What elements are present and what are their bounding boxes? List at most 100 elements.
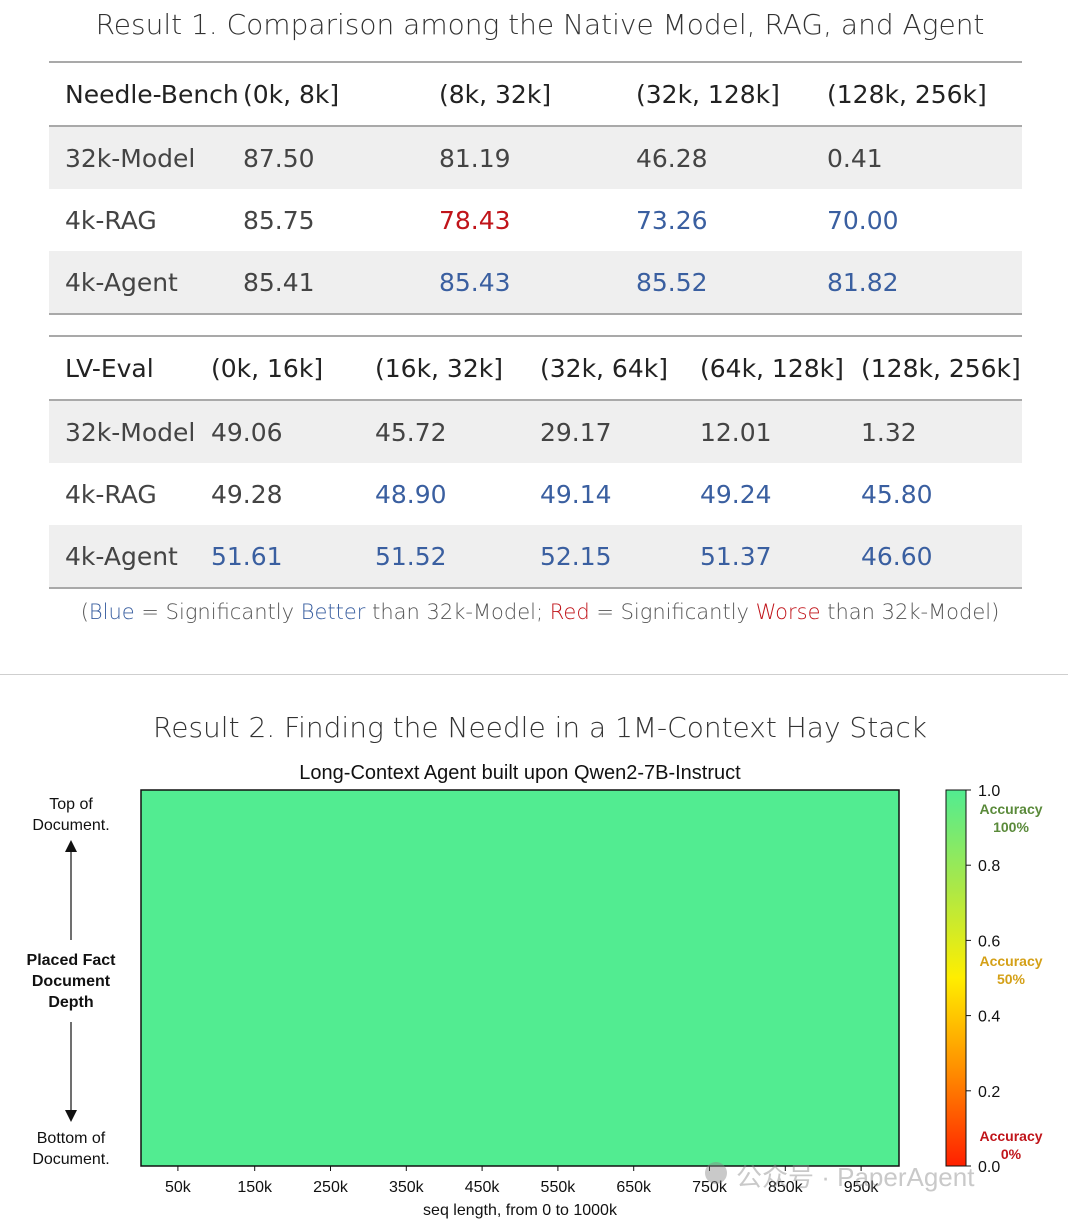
x-tick-label: 650k [616, 1179, 652, 1196]
depth-label-3: Depth [48, 994, 93, 1011]
watermark: 公众号 · PaperAgent [705, 1162, 975, 1192]
note-worse-word: Worse [755, 600, 821, 624]
table-cell: 51.37 [700, 525, 861, 589]
x-tick-label: 250k [313, 1179, 349, 1196]
column-header: (128k, 256k] [827, 61, 1022, 127]
colorbar-tick-label: 1.0 [978, 783, 1000, 800]
table-cell: 0.41 [827, 126, 1022, 189]
table-cell: 78.43 [439, 205, 511, 235]
column-header: (16k, 32k] [375, 335, 540, 401]
column-header: LV-Eval [49, 335, 211, 401]
bottom-of-document-label-2: Document. [32, 1151, 109, 1168]
table-cell: 51.61 [211, 525, 375, 589]
top-of-document-label-1: Top of [49, 796, 93, 813]
table-header-row: Needle-Bench (0k, 8k] (8k, 32k] (32k, 128k]… [49, 61, 1022, 127]
column-header: (128k, 256k] [861, 335, 1022, 401]
column-header: (64k, 128k] [700, 335, 861, 401]
colorbar-tick-label: 0.8 [978, 858, 1000, 875]
accuracy-50-label-1: Accuracy [979, 953, 1042, 969]
column-header: Needle-Bench [49, 61, 243, 127]
note-better-word: Better [300, 600, 366, 624]
note-red-word: Red [549, 600, 590, 624]
table-cell: 51.52 [375, 525, 540, 589]
x-tick-label: 450k [465, 1179, 501, 1196]
x-tick-label: 50k [165, 1179, 192, 1196]
watermark-text: 公众号 · PaperAgent [736, 1162, 975, 1192]
wechat-icon [705, 1162, 727, 1184]
colorbar-tick-label: 0.2 [978, 1084, 1000, 1101]
table-cell: 12.01 [700, 400, 861, 463]
table-cell: 1.32 [861, 400, 1022, 463]
x-tick-label: 150k [237, 1179, 273, 1196]
table-row: 32k-Model 87.50 81.19 46.28 0.41 [49, 126, 1022, 189]
table-cell: 48.90 [375, 479, 447, 509]
accuracy-0-label-2: 0% [1001, 1146, 1022, 1162]
result2-title: Result 2. Finding the Needle in a 1M-Con… [153, 711, 927, 744]
table-cell: 85.41 [243, 251, 439, 315]
table-cell: 52.15 [540, 525, 700, 589]
table-cell: 49.06 [211, 400, 375, 463]
row-label: 32k-Model [49, 400, 211, 463]
accuracy-0-label-1: Accuracy [979, 1128, 1042, 1144]
x-axis-label: seq length, from 0 to 1000k [423, 1202, 618, 1219]
colorbar-tick-label: 0.0 [978, 1159, 1000, 1176]
bottom-of-document-label-1: Bottom of [37, 1130, 106, 1147]
x-tick-label: 950k [844, 1179, 880, 1196]
table-cell: 70.00 [827, 205, 899, 235]
table-cell: 49.28 [211, 479, 283, 509]
colorbar-tick-label: 0.4 [978, 1009, 1000, 1026]
row-label: 32k-Model [49, 126, 243, 189]
row-label: 4k-Agent [49, 525, 211, 589]
heatmap-cells [140, 789, 900, 1167]
accuracy-100-label-2: 100% [993, 819, 1029, 835]
section-divider [0, 674, 1068, 675]
table-row: 4k-RAG 85.75 78.43 73.26 70.00 [49, 189, 1022, 251]
table-row: 4k-RAG 49.28 48.90 49.14 49.24 45.80 [49, 463, 1022, 525]
x-tick-label: 750k [692, 1179, 728, 1196]
table-cell: 81.82 [827, 251, 1022, 315]
table-cell: 85.52 [636, 251, 827, 315]
colorbar [945, 789, 967, 1167]
column-header: (0k, 8k] [243, 61, 439, 127]
depth-label-1: Placed Fact [27, 952, 117, 969]
table-row: 32k-Model 49.06 45.72 29.17 12.01 1.32 [49, 400, 1022, 463]
result1-title: Result 1. Comparison among the Native Mo… [95, 8, 985, 41]
table-cell: 46.28 [636, 126, 827, 189]
x-tick-label: 850k [768, 1179, 804, 1196]
depth-label-2: Document [32, 973, 111, 990]
table-cell: 29.17 [540, 400, 700, 463]
note-blue-word: Blue [88, 600, 135, 624]
table-cell: 87.50 [243, 126, 439, 189]
table-cell: 46.60 [861, 525, 1022, 589]
row-label: 4k-RAG [65, 479, 157, 509]
table-cell: 49.24 [700, 479, 772, 509]
row-label: 4k-RAG [65, 205, 157, 235]
table-cell: 85.75 [243, 205, 315, 235]
table-cell: 85.43 [439, 251, 636, 315]
table-cell: 45.80 [861, 479, 933, 509]
table-cell: 73.26 [636, 205, 708, 235]
colorbar-tick-label: 0.6 [978, 933, 1000, 950]
colorbar-ticks: 1.0 0.8 0.6 0.4 0.2 0.0 [966, 783, 1000, 1176]
column-header: (8k, 32k] [439, 61, 636, 127]
column-header: (32k, 64k] [540, 335, 700, 401]
x-axis-ticks: 50k 150k 250k 350k 450k 550k 650k 750k 850k 950k [165, 1166, 879, 1196]
table-cell: 45.72 [375, 400, 540, 463]
needle-heatmap-chart: Long-Context Agent built upon Qwen2-7B-I… [27, 762, 1043, 1219]
needle-bench-table: Needle-Bench (0k, 8k] (8k, 32k] (32k, 128k]… [49, 61, 1022, 315]
x-tick-label: 350k [389, 1179, 425, 1196]
row-label: 4k-Agent [49, 251, 243, 315]
top-of-document-label-2: Document. [32, 817, 109, 834]
column-header: (32k, 128k] [636, 61, 827, 127]
table-cell: 81.19 [439, 126, 636, 189]
chart-title: Long-Context Agent built upon Qwen2-7B-I… [299, 762, 741, 784]
table-row: 4k-Agent 85.41 85.43 85.52 81.82 [49, 251, 1022, 315]
lv-eval-table: LV-Eval (0k, 16k] (16k, 32k] (32k, 64k] (64k… [49, 335, 1022, 589]
column-header: (0k, 16k] [211, 335, 375, 401]
table-header-row: LV-Eval (0k, 16k] (16k, 32k] (32k, 64k] (64k… [49, 335, 1022, 401]
significance-note: (Blue = Significantly Better than 32k-Mo… [80, 600, 1000, 624]
accuracy-50-label-2: 50% [997, 971, 1026, 987]
table-cell: 49.14 [540, 479, 612, 509]
table-row: 4k-Agent 51.61 51.52 52.15 51.37 46.60 [49, 525, 1022, 589]
x-tick-label: 550k [541, 1179, 577, 1196]
